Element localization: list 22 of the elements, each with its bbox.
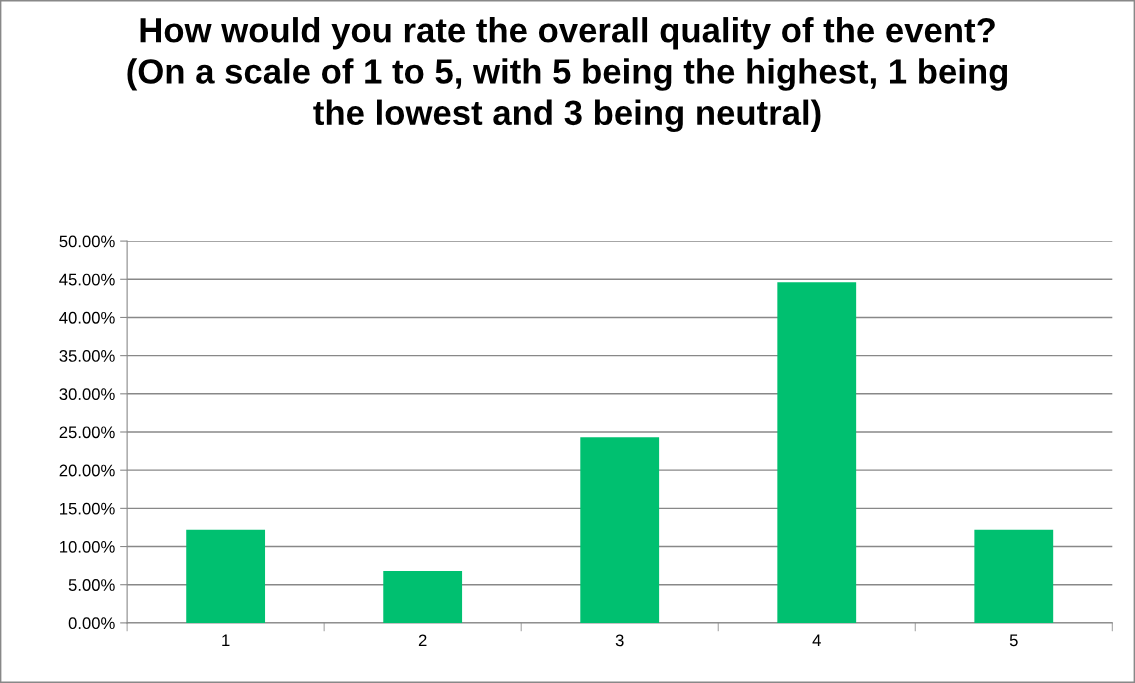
y-tick-label: 10.00% [60,540,115,553]
bar [974,529,1054,623]
bar [186,529,266,623]
y-tick-label: 25.00% [59,426,115,439]
x-tick-label: 4 [812,634,821,647]
y-tick-label: 15.00% [60,502,115,515]
y-tick-label: 50.00% [59,235,115,248]
bar [580,437,660,623]
y-tick-label: 40.00% [59,311,115,324]
y-tick-label: 30.00% [59,388,115,401]
y-tick-label: 20.00% [59,464,115,477]
x-tick-label: 5 [1009,634,1018,647]
x-tick-label: 3 [615,634,624,647]
y-tick-label: 0.00% [68,617,115,630]
chart-title: How would you rate the overall quality of the event? (On a scale of 1 to 5, with 5 being the highest, 1 being the lowest and 3 being neutral) [127,17,1008,133]
bar [777,282,857,623]
y-tick-label: 5.00% [68,579,115,591]
x-tick-label: 2 [418,634,427,647]
x-tick-label: 1 [222,634,230,647]
y-tick-label: 35.00% [59,350,115,362]
y-tick-label: 45.00% [59,273,115,286]
bar [383,570,463,623]
